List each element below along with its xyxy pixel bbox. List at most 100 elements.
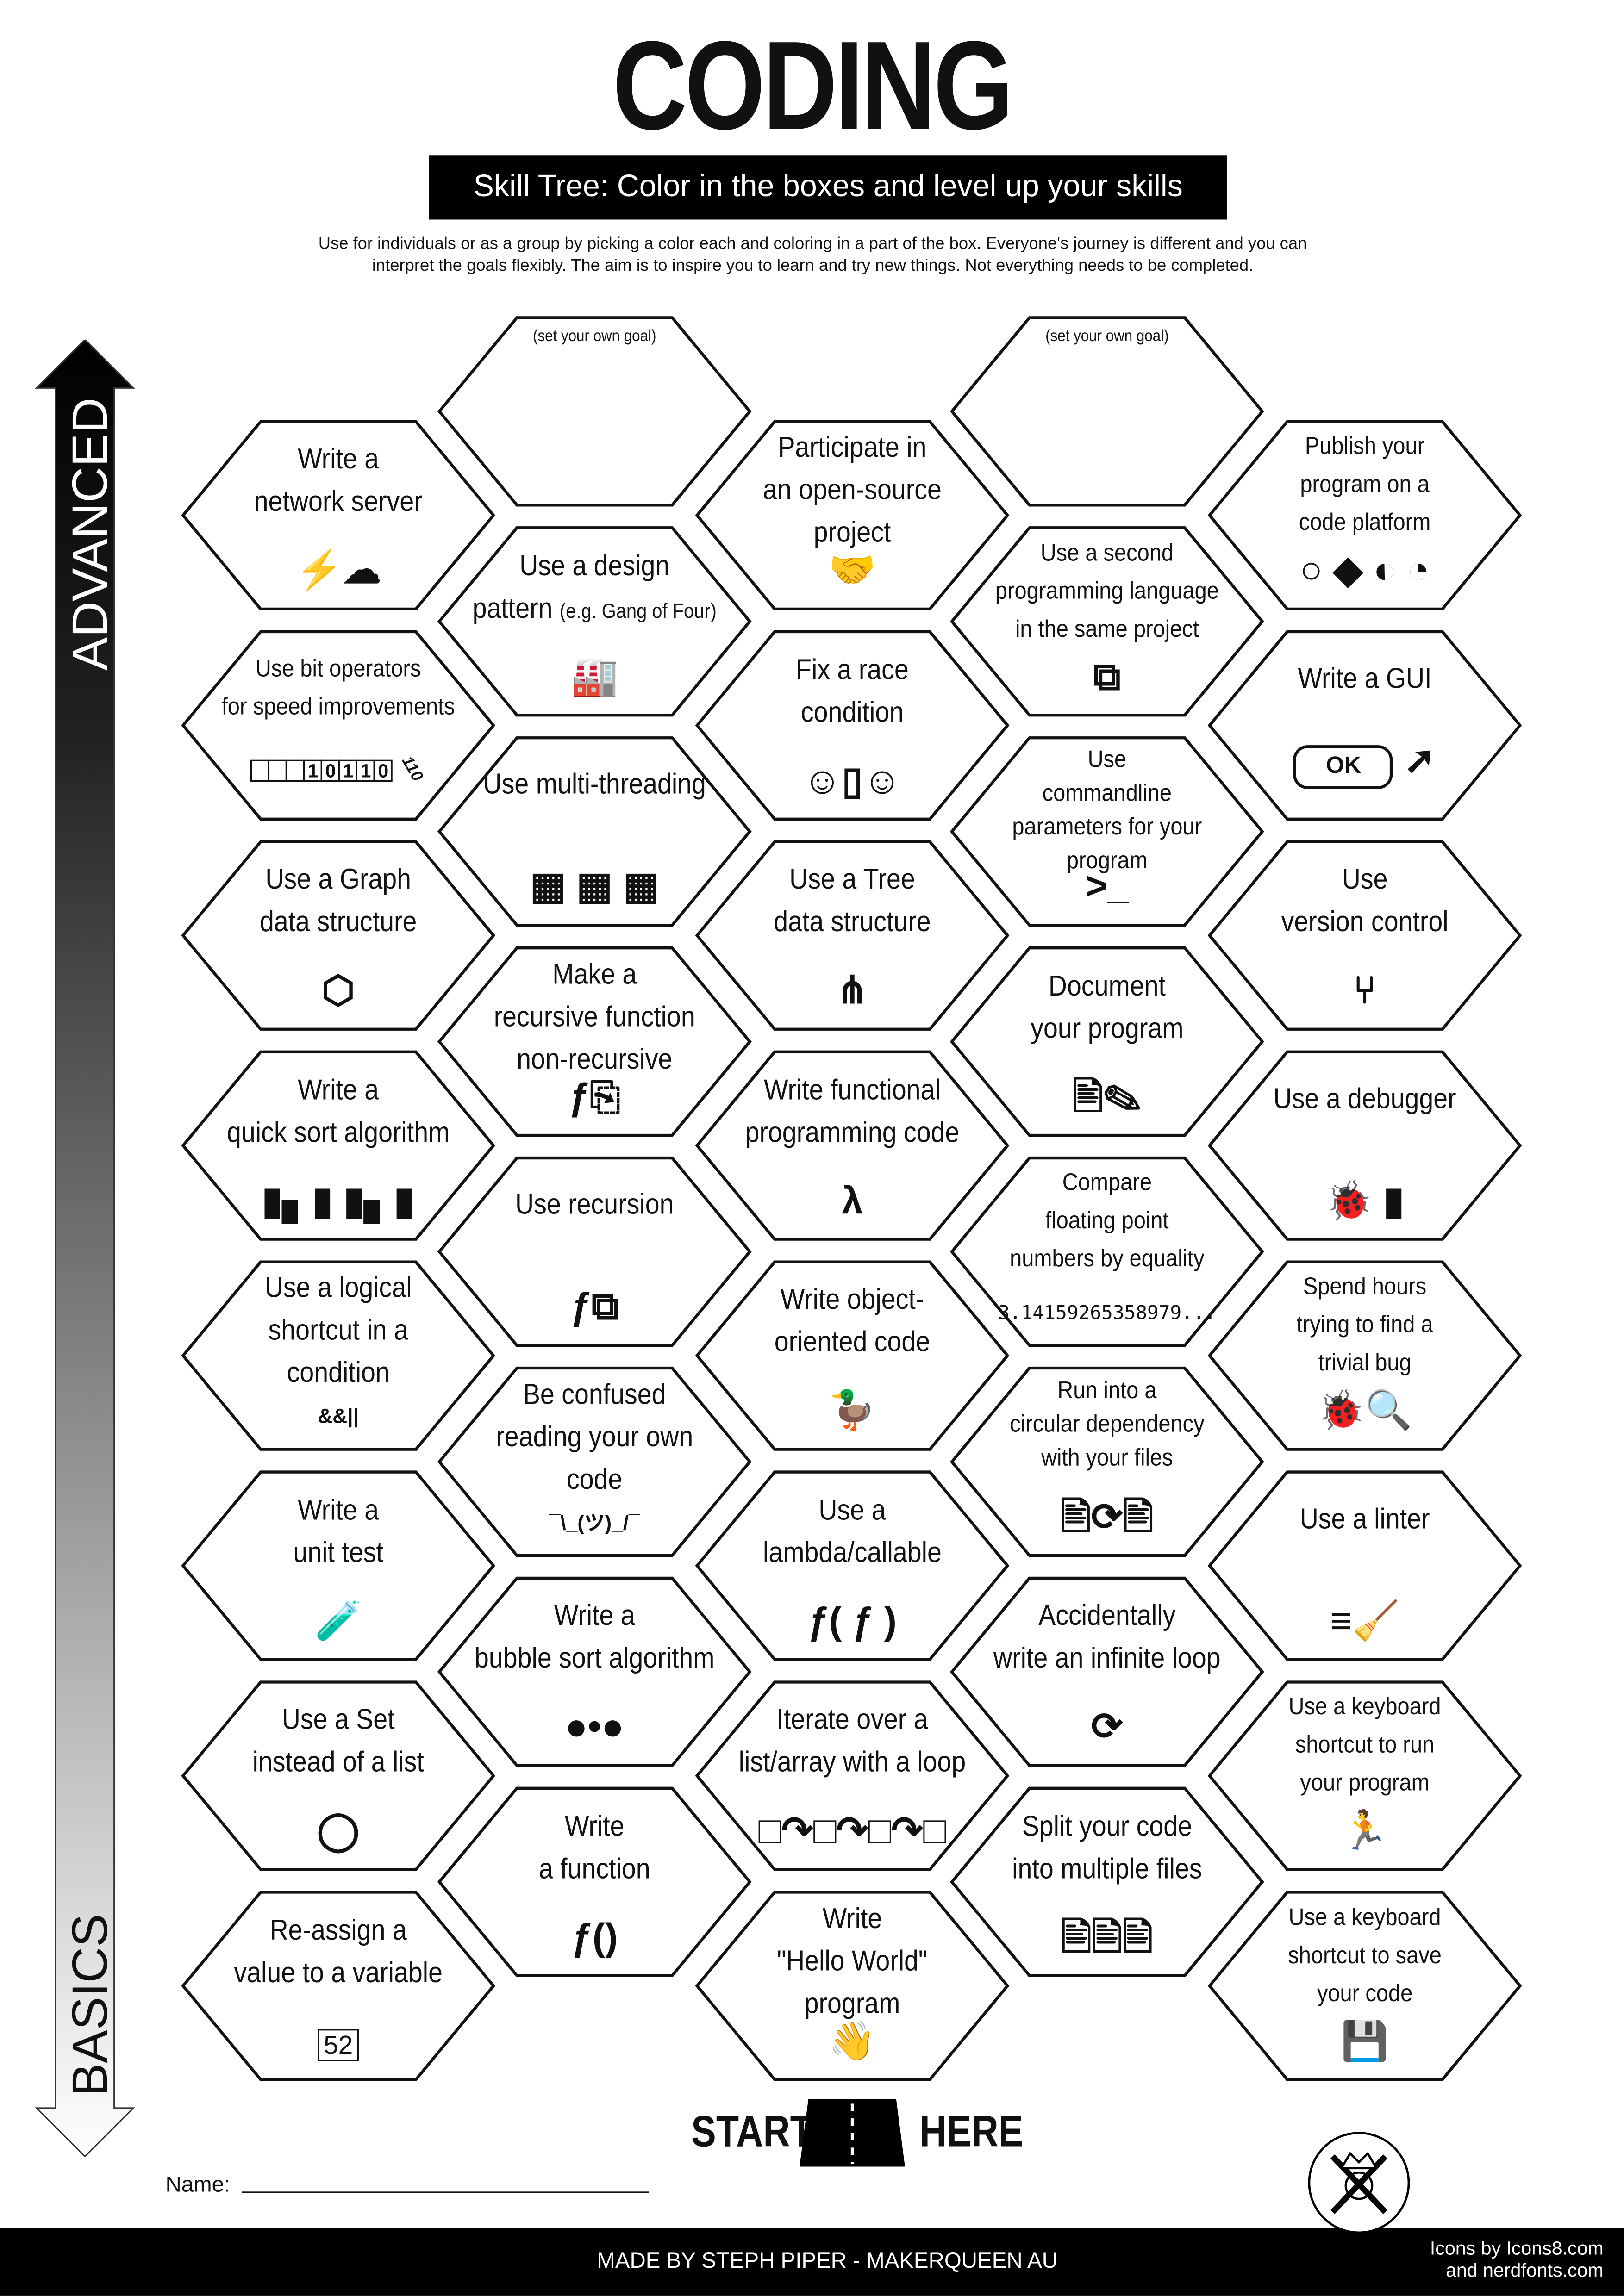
skill-hex[interactable] — [695, 1050, 1010, 1241]
skill-label-line: bubble sort algorithm — [475, 1643, 715, 1675]
skill-label-line: Write a GUI — [1298, 662, 1432, 695]
skill-hex[interactable] — [949, 1366, 1264, 1557]
skill-hex[interactable] — [1207, 1680, 1522, 1871]
skill-label-line: Be confused — [523, 1378, 666, 1411]
makerqueen-logo-icon — [1308, 2132, 1410, 2234]
skill-hex[interactable] — [437, 1786, 752, 1977]
skill-label-line: Use — [1087, 747, 1127, 773]
skill-hex[interactable] — [1207, 1470, 1522, 1661]
variable-swap-icon: 52 — [199, 2018, 477, 2066]
skill-hex[interactable] — [181, 1680, 496, 1871]
skill-hex[interactable] — [181, 1260, 496, 1451]
skill-hex[interactable] — [695, 1260, 1010, 1451]
skill-hex[interactable] — [1207, 630, 1522, 821]
skill-label-line: oriented code — [774, 1326, 931, 1359]
skill-hex[interactable] — [695, 1891, 1010, 2081]
skill-label: Use bit operators for speed improvements — [213, 649, 463, 725]
skill-label-line: programming code — [745, 1116, 960, 1149]
skill-label-line: Write a — [554, 1600, 635, 1632]
skill-label-line: Use multi-threading — [483, 768, 706, 801]
skill-hex[interactable] — [949, 1156, 1264, 1347]
page-title: CODING — [612, 16, 1013, 157]
skill-label-line: Publish your — [1305, 433, 1425, 460]
skill-hex[interactable] — [949, 736, 1264, 927]
skill-label: Write a function — [469, 1806, 720, 1891]
skill-hex[interactable] — [695, 420, 1010, 611]
bit-cell — [250, 759, 270, 781]
skill-hex[interactable] — [437, 736, 752, 927]
skill-label: Iterate over a list/array with a loop — [727, 1699, 978, 1784]
skill-hex[interactable] — [1207, 1260, 1522, 1451]
skill-hex[interactable] — [695, 630, 1010, 821]
made-by-text: MADE BY STEPH PIPER - MAKERQUEEN AU — [597, 2248, 1058, 2274]
bubbles-icon: ●•● — [565, 1704, 625, 1748]
skill-label-line: write an infinite loop — [993, 1643, 1221, 1675]
credits-line: and nerdfonts.com — [1446, 2259, 1604, 2281]
set-icon: ◯ — [317, 1808, 360, 1852]
multiple-files-icon: 🖹🖹🖹 — [1061, 1914, 1153, 1958]
skill-hex[interactable] — [181, 1050, 496, 1241]
skill-hex[interactable] — [437, 946, 752, 1137]
duck-icon: 🦆 — [828, 1388, 876, 1432]
skill-label-line: Use — [1342, 864, 1388, 896]
skill-hex[interactable] — [1207, 1891, 1522, 2081]
skill-label-line: for speed improvements — [221, 693, 455, 720]
skill-label-line: version control — [1281, 906, 1449, 939]
skill-hex[interactable] — [181, 1891, 496, 2081]
skill-label-line: network server — [254, 486, 423, 518]
skill-hex[interactable] — [437, 1156, 752, 1347]
skill-hex[interactable] — [949, 1786, 1264, 1977]
skill-label-line: pattern — [472, 592, 553, 625]
skill-label-line: "Hello World" — [777, 1945, 928, 1977]
skill-hex[interactable] — [949, 1576, 1264, 1767]
skill-hex[interactable] — [1207, 840, 1522, 1031]
skill-hex[interactable] — [949, 316, 1264, 507]
skill-hex[interactable] — [181, 840, 496, 1031]
skill-label: Document your program — [982, 965, 1232, 1050]
skill-hex[interactable] — [437, 1366, 752, 1557]
skill-hex[interactable] — [181, 420, 496, 611]
skill-hex[interactable] — [181, 630, 496, 821]
skill-label-line: Split your code — [1022, 1810, 1193, 1842]
skill-hex[interactable] — [437, 526, 752, 717]
here-label: HERE — [919, 2108, 1024, 2157]
skill-hex[interactable] — [437, 1576, 752, 1767]
skill-label: Be confused reading your own code — [469, 1374, 720, 1501]
lambda-icon: λ — [713, 1178, 991, 1222]
logic-operators-icon: &&|| — [199, 1388, 477, 1438]
intro-text: Use for individuals or as a group by pic… — [219, 234, 1405, 278]
bit-cell — [268, 759, 287, 781]
skill-hex[interactable] — [949, 526, 1264, 717]
function-icon: ƒ() — [456, 1914, 734, 1958]
bit-cell: 1 — [338, 759, 358, 781]
ok-button-glyph: OK — [1293, 744, 1393, 789]
loop-boxes-icon: □↷□↷□↷□ — [758, 1808, 946, 1852]
skill-label-line: pattern (e.g. Gang of Four) — [469, 588, 720, 632]
skill-hex[interactable] — [949, 946, 1264, 1137]
skill-hex[interactable] — [695, 1680, 1010, 1871]
skill-label-line: Re-assign a — [269, 1914, 407, 1947]
floppy-disk-icon: 💾 — [1341, 2018, 1389, 2062]
bug-spray-icon: 🐞 ▮ — [1325, 1177, 1405, 1222]
skill-hex[interactable] — [437, 316, 752, 507]
skill-label-line: Run into a — [1057, 1376, 1157, 1403]
intro-line: interpret the goals flexibly. The aim is… — [372, 257, 1254, 275]
skill-label-line: project — [813, 516, 891, 549]
ok-button-cursor-icon: OK ➚ — [1226, 737, 1504, 789]
factory-icon: 🏭 — [571, 653, 618, 698]
skill-label-line: into multiple files — [1012, 1853, 1202, 1885]
icon-text: &&|| — [318, 1404, 359, 1428]
skill-label-line: list/array with a loop — [738, 1746, 966, 1779]
skill-hex[interactable] — [1207, 420, 1522, 611]
skill-hex[interactable] — [695, 840, 1010, 1031]
name-field[interactable] — [241, 2191, 649, 2193]
skill-hex[interactable] — [695, 1470, 1010, 1661]
skill-hex[interactable] — [181, 1470, 496, 1661]
skill-label-line: Write — [822, 1902, 882, 1935]
icon-text: 52 — [318, 2028, 359, 2061]
skill-hex[interactable] — [1207, 1050, 1522, 1241]
skill-label-line: data structure — [774, 906, 931, 939]
skill-label-line: commandline — [1042, 780, 1172, 807]
skill-label: Write a GUI — [1240, 658, 1490, 701]
shifted-bits: 110 — [398, 753, 426, 784]
